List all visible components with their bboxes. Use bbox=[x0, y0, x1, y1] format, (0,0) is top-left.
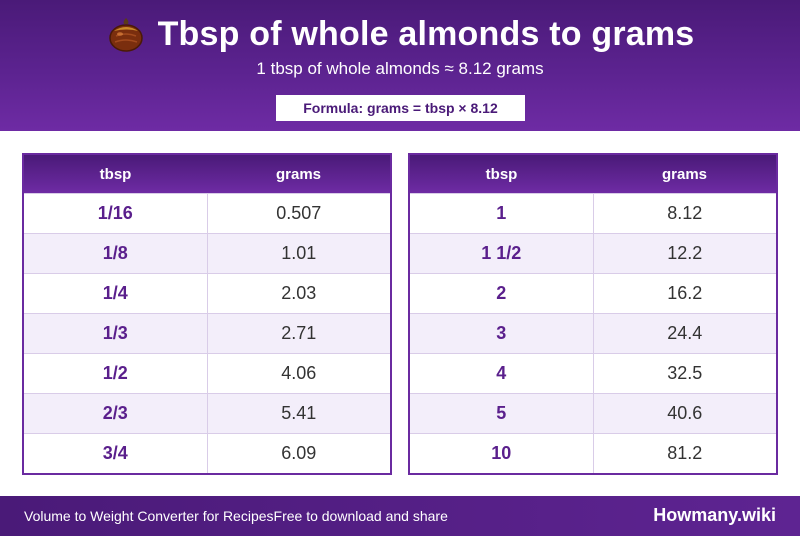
grams-cell: 16.2 bbox=[592, 273, 777, 314]
tbsp-cell: 3/4 bbox=[23, 433, 207, 474]
grams-cell: 5.41 bbox=[206, 393, 391, 434]
column-header-tbsp: tbsp bbox=[23, 154, 207, 194]
tbsp-cell: 3 bbox=[409, 313, 593, 354]
table-row: 1/8 1.01 bbox=[23, 233, 391, 274]
grams-cell: 24.4 bbox=[592, 313, 777, 354]
table-row: 1 8.12 bbox=[409, 193, 777, 234]
formula-box: Formula: grams = tbsp × 8.12 bbox=[276, 95, 525, 121]
grams-cell: 6.09 bbox=[206, 433, 391, 474]
almond-nut-icon bbox=[108, 18, 143, 52]
tbsp-cell: 1 1/2 bbox=[409, 233, 593, 274]
conversion-table-right: tbsp grams 1 8.12 1 1/2 12.2 2 16.2 3 24… bbox=[408, 153, 778, 475]
tbsp-cell: 1/4 bbox=[23, 273, 207, 314]
tbsp-cell: 4 bbox=[409, 353, 593, 394]
tbsp-cell: 1/2 bbox=[23, 353, 207, 394]
column-header-tbsp: tbsp bbox=[409, 154, 593, 194]
table-row: 3/4 6.09 bbox=[23, 433, 391, 474]
table-row: 5 40.6 bbox=[409, 393, 777, 434]
table-row: 1 1/2 12.2 bbox=[409, 233, 777, 274]
table-row: 1/4 2.03 bbox=[23, 273, 391, 314]
tbsp-cell: 1 bbox=[409, 193, 593, 234]
table-row: 4 32.5 bbox=[409, 353, 777, 394]
header-banner: Tbsp of whole almonds to grams 1 tbsp of… bbox=[0, 0, 800, 131]
conversion-table-left: tbsp grams 1/16 0.507 1/8 1.01 1/4 2.03 … bbox=[22, 153, 392, 475]
title-row: Tbsp of whole almonds to grams bbox=[0, 12, 800, 56]
tbsp-cell: 2 bbox=[409, 273, 593, 314]
tbsp-cell: 2/3 bbox=[23, 393, 207, 434]
table-row: 1/16 0.507 bbox=[23, 193, 391, 234]
tbsp-cell: 1/8 bbox=[23, 233, 207, 274]
table-row: 1/2 4.06 bbox=[23, 353, 391, 394]
grams-cell: 12.2 bbox=[592, 233, 777, 274]
footer-converter-link[interactable]: Volume to Weight Converter for Recipes bbox=[24, 508, 274, 524]
brand-logo-text[interactable]: Howmany.wiki bbox=[653, 505, 776, 525]
grams-cell: 8.12 bbox=[592, 193, 777, 234]
tbsp-cell: 1/3 bbox=[23, 313, 207, 354]
page-title: Tbsp of whole almonds to grams bbox=[157, 14, 695, 53]
footer-share-note: Free to download and share bbox=[273, 508, 448, 524]
page-subtitle: 1 tbsp of whole almonds ≈ 8.12 grams bbox=[256, 59, 544, 78]
table-row: 10 81.2 bbox=[409, 433, 777, 474]
grams-cell: 32.5 bbox=[592, 353, 777, 394]
table-row: 2/3 5.41 bbox=[23, 393, 391, 434]
grams-cell: 2.03 bbox=[206, 273, 391, 314]
table-row: 2 16.2 bbox=[409, 273, 777, 314]
table-row: 3 24.4 bbox=[409, 313, 777, 354]
grams-cell: 81.2 bbox=[592, 433, 777, 474]
grams-cell: 0.507 bbox=[206, 193, 391, 234]
footer-bar: Volume to Weight Converter for RecipesFr… bbox=[0, 496, 800, 536]
grams-cell: 1.01 bbox=[206, 233, 391, 274]
table-header-row: tbsp grams bbox=[23, 154, 391, 194]
footer-text: Volume to Weight Converter for RecipesFr… bbox=[24, 508, 448, 524]
grams-cell: 40.6 bbox=[592, 393, 777, 434]
grams-cell: 4.06 bbox=[206, 353, 391, 394]
grams-cell: 2.71 bbox=[206, 313, 391, 354]
column-header-grams: grams bbox=[207, 154, 391, 194]
tbsp-cell: 10 bbox=[409, 433, 593, 474]
tbsp-cell: 5 bbox=[409, 393, 593, 434]
tbsp-cell: 1/16 bbox=[23, 193, 207, 234]
table-header-row: tbsp grams bbox=[409, 154, 777, 194]
column-header-grams: grams bbox=[593, 154, 777, 194]
table-row: 1/3 2.71 bbox=[23, 313, 391, 354]
